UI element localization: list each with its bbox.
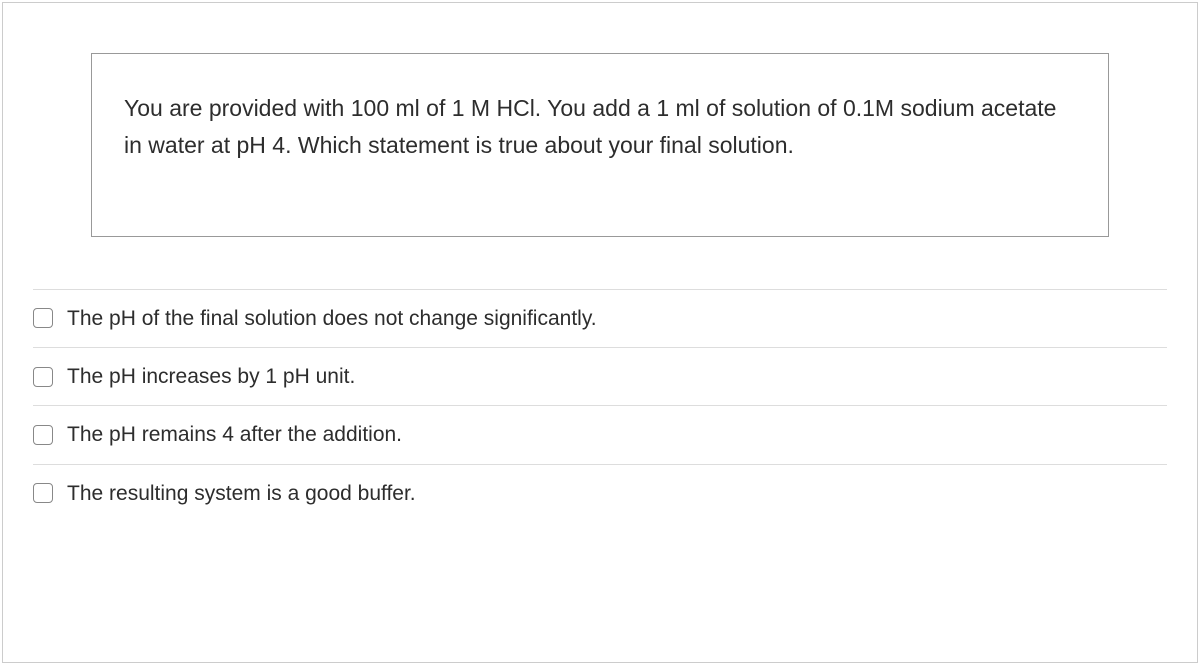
- checkbox[interactable]: [33, 425, 53, 445]
- quiz-container: You are provided with 100 ml of 1 M HCl.…: [2, 2, 1198, 663]
- option-row[interactable]: The pH remains 4 after the addition.: [33, 406, 1167, 464]
- checkbox[interactable]: [33, 367, 53, 387]
- option-row[interactable]: The pH of the final solution does not ch…: [33, 289, 1167, 348]
- option-label: The pH increases by 1 pH unit.: [67, 362, 355, 391]
- question-box: You are provided with 100 ml of 1 M HCl.…: [91, 53, 1109, 237]
- checkbox[interactable]: [33, 483, 53, 503]
- option-label: The pH of the final solution does not ch…: [67, 304, 597, 333]
- option-label: The resulting system is a good buffer.: [67, 479, 416, 508]
- option-label: The pH remains 4 after the addition.: [67, 420, 402, 449]
- option-row[interactable]: The pH increases by 1 pH unit.: [33, 348, 1167, 406]
- checkbox[interactable]: [33, 308, 53, 328]
- option-row[interactable]: The resulting system is a good buffer.: [33, 465, 1167, 522]
- question-text: You are provided with 100 ml of 1 M HCl.…: [124, 90, 1076, 164]
- options-list: The pH of the final solution does not ch…: [33, 289, 1167, 523]
